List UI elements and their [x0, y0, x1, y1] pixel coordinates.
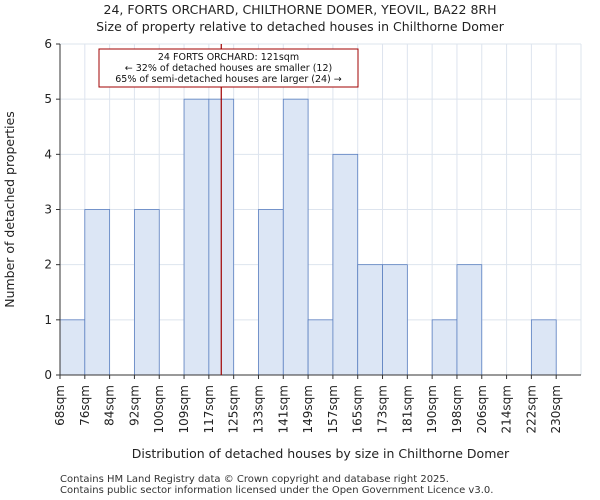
x-tick-label: 173sqm	[376, 385, 390, 433]
annotation-line-2: ← 32% of detached houses are smaller (12…	[125, 63, 332, 74]
histogram-bar	[307, 319, 334, 376]
chart-title-line2: Size of property relative to detached ho…	[96, 19, 504, 34]
histogram-bar	[258, 209, 284, 376]
x-tick-label: 165sqm	[351, 385, 365, 433]
x-tick-label: 125sqm	[227, 385, 241, 433]
chart-title-line1: 24, FORTS ORCHARD, CHILTHORNE DOMER, YEO…	[103, 2, 497, 17]
x-tick-label: 157sqm	[326, 385, 340, 433]
x-tick-label: 190sqm	[425, 385, 439, 433]
y-axis-title: Number of detached properties	[2, 111, 17, 308]
x-tick-label: 84sqm	[103, 385, 117, 426]
x-tick-label: 68sqm	[53, 385, 67, 426]
x-tick-label: 76sqm	[78, 385, 92, 426]
annotation-line-3: 65% of semi-detached houses are larger (…	[115, 74, 342, 85]
histogram-bar	[332, 153, 359, 376]
x-tick-label: 181sqm	[400, 385, 414, 433]
x-tick-label: 133sqm	[251, 385, 265, 433]
x-tick-label: 141sqm	[276, 385, 290, 433]
histogram-bar	[382, 264, 408, 376]
histogram-bar	[59, 319, 86, 376]
y-tick-label: 0	[44, 368, 52, 382]
y-tick-label: 4	[44, 147, 52, 161]
x-tick-label: 100sqm	[152, 385, 166, 433]
y-tick-label: 1	[44, 313, 52, 327]
y-tick-label: 6	[44, 37, 52, 51]
histogram-bar	[282, 98, 309, 376]
histogram-bar	[431, 319, 458, 376]
footer-licence: Contains public sector information licen…	[60, 485, 494, 496]
histogram-bar	[357, 264, 383, 376]
x-tick-label: 230sqm	[549, 385, 563, 433]
histogram-bar	[456, 264, 483, 376]
x-tick-label: 117sqm	[202, 385, 216, 433]
histogram-bar	[134, 209, 160, 376]
footer-copyright: Contains HM Land Registry data © Crown c…	[60, 474, 449, 485]
x-tick-label: 214sqm	[500, 385, 514, 433]
histogram-bar	[183, 98, 210, 376]
histogram-bar	[530, 319, 557, 376]
x-tick-label: 198sqm	[450, 385, 464, 433]
y-tick-label: 2	[44, 258, 52, 272]
y-tick-label: 5	[44, 92, 52, 106]
x-tick-label: 92sqm	[127, 385, 141, 426]
annotation-line-1: 24 FORTS ORCHARD: 121sqm	[158, 52, 299, 63]
x-axis-title: Distribution of detached houses by size …	[132, 446, 510, 461]
annotation-box	[98, 48, 359, 88]
histogram-bar	[84, 209, 111, 376]
x-tick-label: 149sqm	[301, 385, 315, 433]
y-tick-label: 3	[44, 203, 52, 217]
x-tick-label: 206sqm	[475, 385, 489, 433]
x-tick-label: 109sqm	[177, 385, 191, 433]
x-tick-label: 222sqm	[524, 385, 538, 433]
